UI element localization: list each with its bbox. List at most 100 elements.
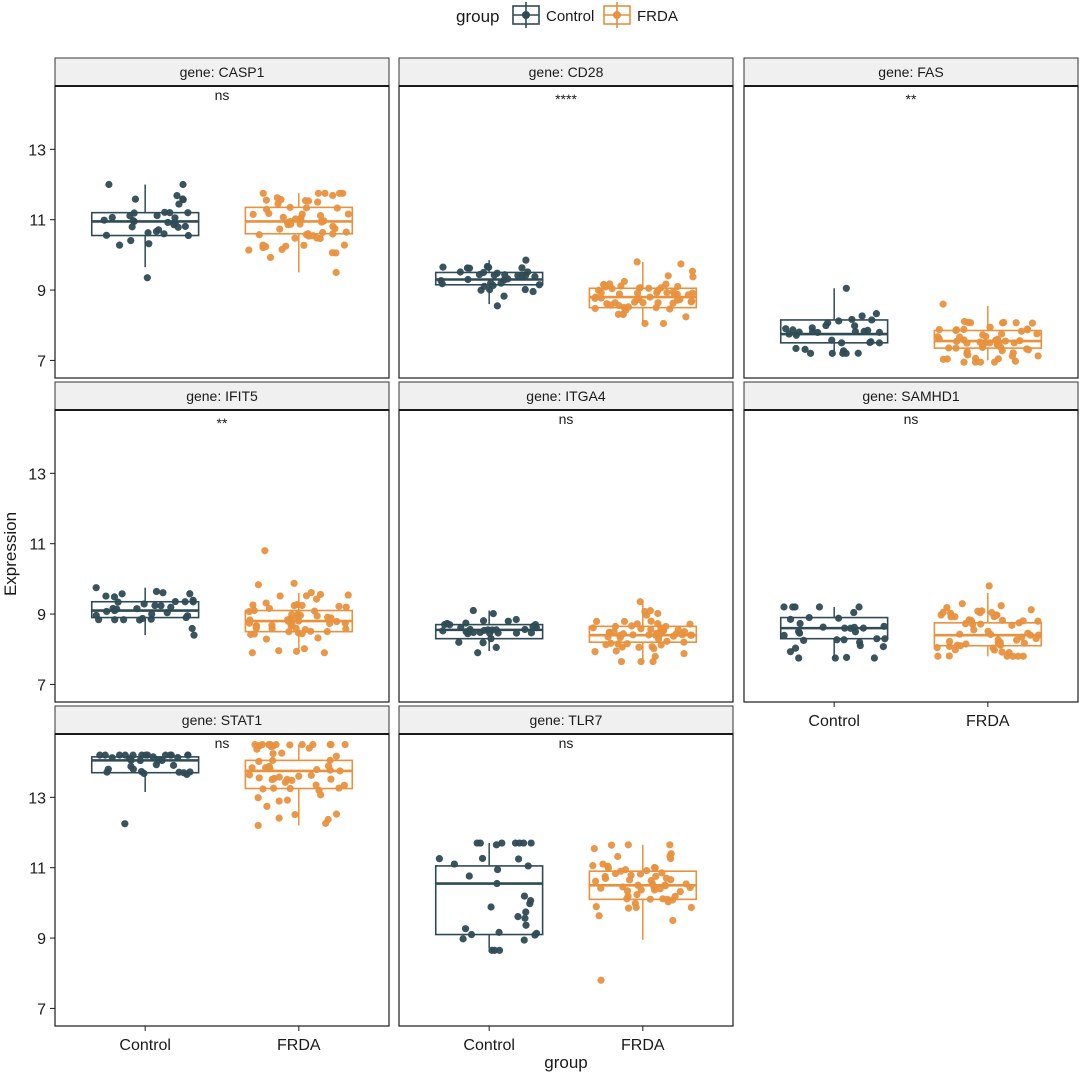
data-point <box>1012 319 1020 327</box>
data-point <box>651 886 659 894</box>
data-point <box>342 228 350 236</box>
data-point <box>322 819 330 827</box>
data-point <box>934 652 942 660</box>
data-point <box>493 865 502 874</box>
data-point <box>687 298 695 306</box>
data-point <box>265 740 273 749</box>
box-control <box>90 751 200 828</box>
data-point <box>808 324 816 332</box>
significance-label: ** <box>217 415 228 431</box>
data-point <box>637 657 645 666</box>
y-tick-label: 11 <box>29 861 46 878</box>
data-point <box>960 325 968 334</box>
data-point <box>101 751 109 759</box>
data-point <box>589 862 597 870</box>
data-point <box>840 636 848 644</box>
data-point <box>657 624 665 632</box>
strip-background <box>398 705 734 735</box>
significance-label: ns <box>559 411 574 427</box>
data-point <box>666 305 674 313</box>
box-frda <box>244 189 354 277</box>
panel-tlr7: gene: TLR7 ns Control FRDA <box>398 705 734 1054</box>
data-point <box>974 607 982 615</box>
data-point <box>520 892 529 900</box>
data-point <box>664 272 672 280</box>
data-point <box>594 286 603 294</box>
data-point <box>332 810 341 818</box>
data-point <box>145 240 153 248</box>
plot-area <box>54 409 390 703</box>
box-control <box>434 839 544 954</box>
data-point <box>149 753 157 761</box>
data-point <box>527 896 535 905</box>
data-point <box>140 600 148 608</box>
box-control <box>434 256 544 310</box>
box-frda <box>933 300 1043 366</box>
data-point <box>265 604 274 613</box>
data-point <box>314 634 322 642</box>
y-tick-label: 9 <box>37 607 46 624</box>
data-point <box>291 234 299 242</box>
data-point <box>152 587 161 596</box>
data-point <box>179 180 187 189</box>
significance-label: ** <box>906 91 917 107</box>
data-point <box>1020 639 1028 647</box>
data-point <box>837 339 846 347</box>
data-point <box>255 774 263 782</box>
data-point <box>796 619 804 628</box>
data-point <box>647 617 655 625</box>
data-point <box>989 644 997 652</box>
data-point <box>1034 352 1042 360</box>
significance-label: ns <box>904 411 919 427</box>
plot-area <box>398 85 734 379</box>
data-point <box>493 302 501 310</box>
data-point <box>245 771 254 779</box>
significance-label: ns <box>215 735 230 751</box>
data-point <box>1011 357 1020 365</box>
data-point <box>939 355 947 363</box>
legend-title: group <box>456 7 499 26</box>
data-point <box>286 741 294 749</box>
data-point <box>181 598 189 606</box>
data-point <box>275 647 283 655</box>
legend-label-frda: FRDA <box>637 8 678 25</box>
panel-casp1: gene: CASP1 ns 7 9 11 13 <box>28 57 390 379</box>
data-point <box>136 616 144 624</box>
data-point <box>682 313 690 321</box>
data-point <box>186 590 194 598</box>
data-point <box>329 222 337 230</box>
data-point <box>259 241 267 249</box>
data-point <box>531 931 539 939</box>
data-point <box>340 241 349 249</box>
data-point <box>795 629 804 637</box>
data-point <box>298 740 306 749</box>
data-point <box>450 860 458 868</box>
data-point <box>952 344 960 352</box>
data-point <box>649 657 657 666</box>
data-point <box>527 839 535 847</box>
strip-background <box>398 57 734 87</box>
data-point <box>668 896 677 904</box>
data-point <box>319 228 327 237</box>
data-point <box>245 607 253 616</box>
data-point <box>167 751 175 759</box>
y-tick-label: 7 <box>37 353 46 370</box>
data-point <box>795 654 803 662</box>
data-point <box>970 626 978 634</box>
data-point <box>514 855 523 863</box>
data-point <box>663 637 671 645</box>
strip-label: gene: ITGA4 <box>526 388 606 404</box>
data-point <box>316 211 325 220</box>
panel-samhd1: gene: SAMHD1 ns Control FRDA <box>743 381 1079 730</box>
box-frda <box>933 582 1043 660</box>
data-point <box>637 625 645 633</box>
data-point <box>633 258 641 266</box>
box-frda <box>588 258 698 328</box>
data-point <box>591 304 599 313</box>
data-point <box>438 280 446 288</box>
data-point <box>335 784 343 792</box>
data-point <box>619 310 627 318</box>
data-point <box>687 903 695 912</box>
data-point <box>245 246 253 254</box>
